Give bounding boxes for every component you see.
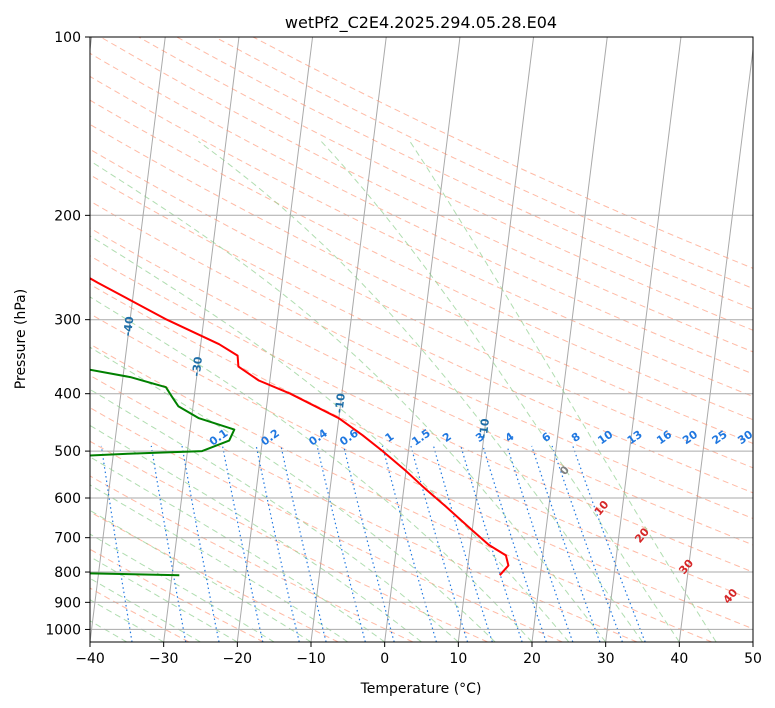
dry-adiabat-group — [90, 37, 753, 642]
dry-adiabat-line — [100, 37, 753, 353]
x-tick-label: 30 — [597, 651, 615, 667]
isotherm-line — [236, 37, 314, 642]
x-tick-label: 0 — [380, 651, 389, 667]
temperature-profile-line — [90, 277, 510, 576]
x-tick-label: 10 — [449, 651, 467, 667]
y-tick-label: 600 — [54, 491, 81, 507]
pressure-grid — [90, 37, 753, 630]
dry-adiabat-line — [90, 511, 339, 642]
y-tick-label: 400 — [54, 387, 81, 403]
y-tick-label: 200 — [54, 208, 81, 224]
isotherm-line — [531, 37, 608, 642]
isotherm-grid — [90, 37, 753, 642]
x-tick-label: −10 — [296, 651, 326, 667]
mixing-ratio-line — [280, 445, 327, 642]
isotherm-label-group: -100-90-80-70-60-50-40-30-10-10 — [121, 315, 492, 439]
x-axis-ticks: −40 −30 −20 −10 0 10 20 30 40 50 — [75, 642, 762, 667]
x-tick-label: −20 — [223, 651, 253, 667]
mixing-ratio-line — [181, 445, 220, 642]
plot-frame — [89, 36, 754, 643]
isotherm-line — [310, 37, 387, 642]
mixing-ratio-label: 30 — [735, 428, 755, 448]
isotherm-line — [678, 45, 753, 642]
dry-adiabat-line — [90, 374, 638, 642]
x-tick-label: −40 — [75, 651, 105, 667]
x-tick-label: 20 — [523, 651, 541, 667]
profile-series-group — [90, 277, 510, 577]
x-axis-title: Temperature (°C) — [360, 681, 482, 697]
isotherm-label: -30 — [190, 356, 205, 378]
dry-adiabat-line — [90, 227, 753, 546]
isotherm-label: -10 — [333, 392, 348, 414]
y-tick-label: 1000 — [45, 622, 81, 638]
dry-adiabat-line — [90, 343, 712, 642]
y-tick-label: 900 — [54, 595, 81, 611]
dry-adiabat-line — [90, 255, 753, 573]
isotherm-label: -10 — [477, 417, 492, 439]
y-tick-label: 100 — [54, 30, 81, 46]
dry-adiabat-line — [90, 52, 753, 375]
dry-adiabat-line — [214, 37, 753, 290]
mixing-ratio-line — [432, 445, 493, 642]
y-axis-title: Pressure (hPa) — [13, 289, 29, 389]
dry-adiabat-line — [90, 475, 414, 642]
mixing-ratio-line — [255, 445, 300, 642]
isotherm-line — [384, 37, 461, 642]
x-tick-label: 40 — [670, 651, 688, 667]
mixing-ratio-line — [221, 445, 264, 642]
isotherm-line — [90, 37, 166, 642]
y-tick-label: 700 — [54, 531, 81, 547]
dewpoint-profile-line — [90, 368, 236, 577]
x-tick-label: 50 — [744, 651, 762, 667]
dry-adiabat-line — [90, 407, 563, 642]
mixing-ratio-line — [460, 445, 523, 642]
mixing-ratio-line — [150, 445, 187, 642]
dry-adiabat-line — [90, 283, 753, 601]
dry-adiabat-line — [90, 548, 264, 642]
dry-adiabat-line — [90, 440, 488, 642]
isotherm-label: -40 — [121, 315, 136, 337]
mixing-ratio-line — [316, 445, 366, 642]
y-tick-label: 800 — [54, 565, 81, 581]
isotherm-line — [605, 37, 682, 642]
mixing-ratio-line — [410, 445, 469, 642]
dry-adiabat-line — [176, 37, 753, 310]
dry-adiabat-line — [90, 148, 753, 469]
y-axis-ticks: 100 200 300 400 500 600 700 800 900 1000 — [45, 30, 90, 638]
y-tick-label: 300 — [54, 313, 81, 329]
moist-adiabat-line — [90, 599, 164, 642]
x-tick-label: −30 — [149, 651, 179, 667]
plot-area: -100-90-80-70-60-50-40-30-10-10 0.10.20.… — [90, 37, 755, 642]
dry-adiabat-line — [90, 200, 753, 520]
dry-adiabat-line — [90, 123, 753, 445]
isotherm-line — [163, 37, 240, 642]
mixing-ratio-group — [100, 445, 646, 642]
y-tick-label: 500 — [54, 444, 81, 460]
mixing-ratio-line — [100, 445, 133, 642]
chart-title: wetPf2_C2E4.2025.294.05.28.E04 — [285, 13, 557, 33]
